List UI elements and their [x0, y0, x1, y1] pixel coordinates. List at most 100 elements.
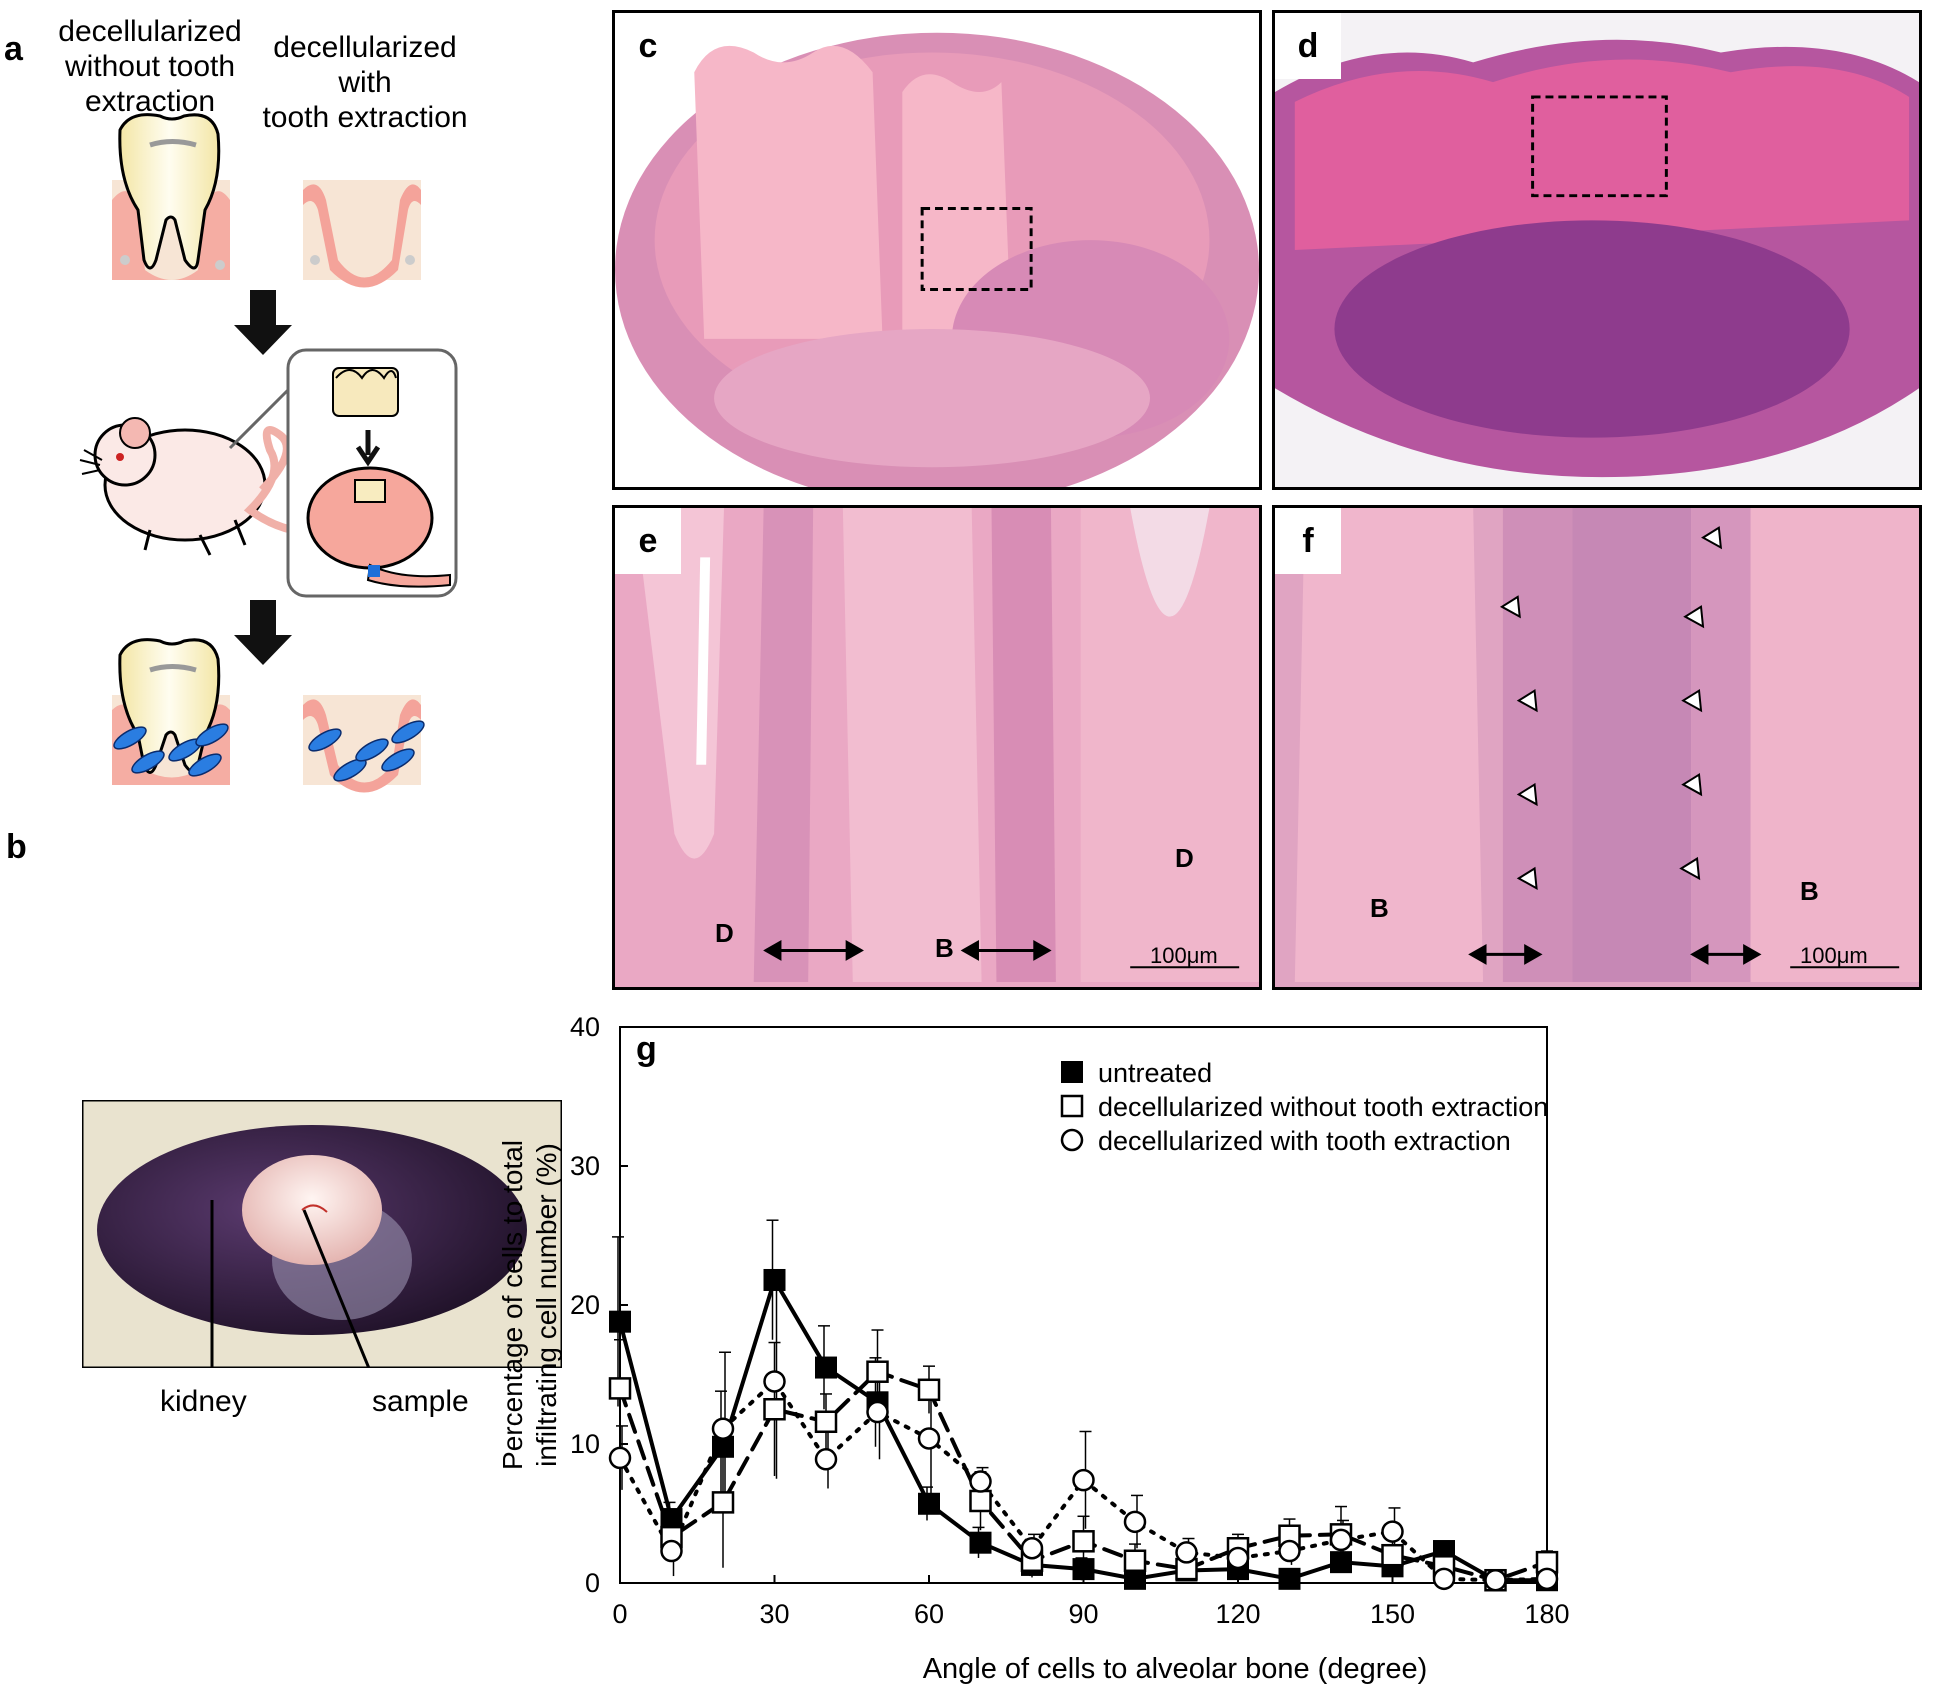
arrow-down-icon — [234, 600, 292, 665]
data-point-series-3 — [1329, 1528, 1353, 1552]
legend-marker — [1061, 1061, 1083, 1083]
panel-f: f B B 100μm — [1272, 505, 1922, 990]
histology-section-f — [1275, 508, 1919, 987]
label-bone: B — [1800, 876, 1819, 906]
label-bone: B — [1370, 893, 1389, 923]
x-axis-label: Angle of cells to alveolar bone (degree) — [923, 1653, 1428, 1685]
header-without-extraction: decellularized without tooth extraction — [50, 14, 250, 119]
data-point-series-2 — [866, 1360, 889, 1383]
chart-ticks: 0 30 60 90 120 150 180 0 10 20 30 40 — [570, 1012, 1570, 1629]
data-point-series-3 — [969, 1470, 992, 1493]
data-point-series-2 — [1381, 1543, 1404, 1567]
kidney-transplant-callout — [228, 348, 458, 598]
data-point-series-3 — [660, 1539, 683, 1563]
legend-marker — [1060, 1094, 1084, 1118]
data-point-series-1 — [815, 1356, 837, 1379]
data-point-series-2 — [917, 1378, 941, 1402]
data-point-series-3 — [1123, 1510, 1147, 1534]
x-tick-label: 90 — [1068, 1599, 1098, 1629]
histology-section-e — [615, 508, 1259, 987]
x-tick-label: 180 — [1524, 1599, 1569, 1629]
x-tick-label: 60 — [914, 1599, 944, 1629]
panel-letter-a: a — [4, 30, 23, 68]
y-axis-label-line1: Percentage of cells to total — [500, 1140, 528, 1470]
panel-a-diagram — [79, 113, 458, 793]
data-point-series-3 — [763, 1370, 786, 1393]
header-line: extraction — [84, 85, 216, 118]
data-point-series-1 — [609, 1310, 631, 1333]
data-point-series-1 — [1072, 1558, 1095, 1581]
panel-letter-g: g — [636, 1030, 657, 1068]
label-dentin: D — [715, 918, 734, 948]
label-kidney: kidney — [160, 1385, 247, 1418]
data-point-series-2 — [711, 1491, 735, 1514]
label-dentin: D — [1175, 843, 1194, 873]
panel-letter-c: c — [615, 13, 681, 79]
legend-label: decellularized without tooth extraction — [1098, 1092, 1548, 1122]
data-point-series-1 — [763, 1268, 786, 1291]
scale-bar-label: 100μm — [1800, 943, 1868, 968]
histology-section-d — [1275, 13, 1919, 487]
y-axis-label-line2: infiltrating cell number (%) — [531, 1143, 562, 1467]
legend-marker — [1060, 1128, 1084, 1152]
data-point-series-3 — [917, 1427, 941, 1450]
x-tick-label: 30 — [759, 1599, 789, 1629]
data-point-series-2 — [814, 1410, 838, 1434]
y-axis-label: Percentage of cells to total infiltratin… — [500, 1140, 562, 1470]
panel-c: c — [612, 10, 1262, 490]
y-tick-label: 20 — [570, 1290, 600, 1320]
panel-letter-d: d — [1275, 13, 1341, 79]
tooth-with-cells-icon — [112, 638, 230, 785]
data-point-series-3 — [711, 1417, 735, 1440]
y-tick-label: 10 — [570, 1429, 600, 1459]
data-point-series-3 — [1278, 1539, 1301, 1563]
panel-e: e D D B 100μm — [612, 505, 1262, 990]
data-point-series-1 — [969, 1531, 992, 1554]
y-tick-label: 40 — [570, 1012, 600, 1042]
data-point-series-2 — [1123, 1549, 1147, 1573]
data-point-series-3 — [866, 1400, 889, 1424]
legend-label: untreated — [1098, 1058, 1212, 1088]
data-point-series-3 — [1381, 1520, 1404, 1543]
double-arrow-icons — [763, 940, 1052, 961]
panel-letter-e: e — [615, 508, 681, 574]
socket-with-cells-icon — [303, 695, 425, 793]
data-point-series-3 — [814, 1448, 838, 1471]
chart-legend: untreated decellularized without tooth ex… — [1060, 1058, 1548, 1156]
data-point-series-3 — [1535, 1567, 1559, 1591]
histology-section-c — [615, 13, 1259, 487]
kidney-photo — [82, 1100, 562, 1368]
scale-bar-label: 100μm — [1150, 943, 1218, 968]
data-point-series-3 — [1484, 1568, 1507, 1592]
data-point-series-3 — [1175, 1541, 1198, 1564]
data-point-series-3 — [1226, 1546, 1250, 1570]
x-tick-label: 150 — [1370, 1599, 1415, 1629]
header-line: decellularized — [58, 15, 242, 48]
label-bone: B — [935, 933, 954, 963]
data-point-series-2 — [608, 1377, 632, 1400]
data-point-series-2 — [763, 1398, 786, 1421]
tooth-with-gum-icon — [112, 113, 230, 280]
data-point-series-1 — [1330, 1551, 1352, 1574]
x-tick-label: 120 — [1215, 1599, 1260, 1629]
header-line: tooth extraction — [262, 101, 468, 134]
data-point-series-1 — [1278, 1567, 1301, 1590]
arrowhead-markers — [1499, 526, 1723, 891]
header-line: without tooth — [64, 50, 236, 83]
data-point-series-3 — [1432, 1567, 1456, 1591]
header-with-extraction: decellularized with tooth extraction — [245, 30, 485, 135]
data-point-series-2 — [1072, 1530, 1095, 1553]
x-tick-label: 0 — [612, 1599, 627, 1629]
panel-letter-b: b — [6, 828, 27, 866]
arrow-down-icon — [234, 290, 292, 355]
angle-distribution-chart: 0 30 60 90 120 150 180 0 10 20 30 40 untreated decel… — [500, 1012, 1570, 1685]
data-point-series-3 — [1072, 1468, 1095, 1492]
data-point-series-2 — [969, 1489, 992, 1513]
header-line: decellularized with — [273, 31, 457, 99]
data-point-series-3 — [1020, 1537, 1044, 1560]
y-tick-label: 30 — [570, 1151, 600, 1181]
panel-letter-f: f — [1275, 508, 1341, 574]
data-point-series-3 — [608, 1446, 632, 1470]
chart-markers — [608, 1268, 1559, 1592]
panel-d: d — [1272, 10, 1922, 490]
